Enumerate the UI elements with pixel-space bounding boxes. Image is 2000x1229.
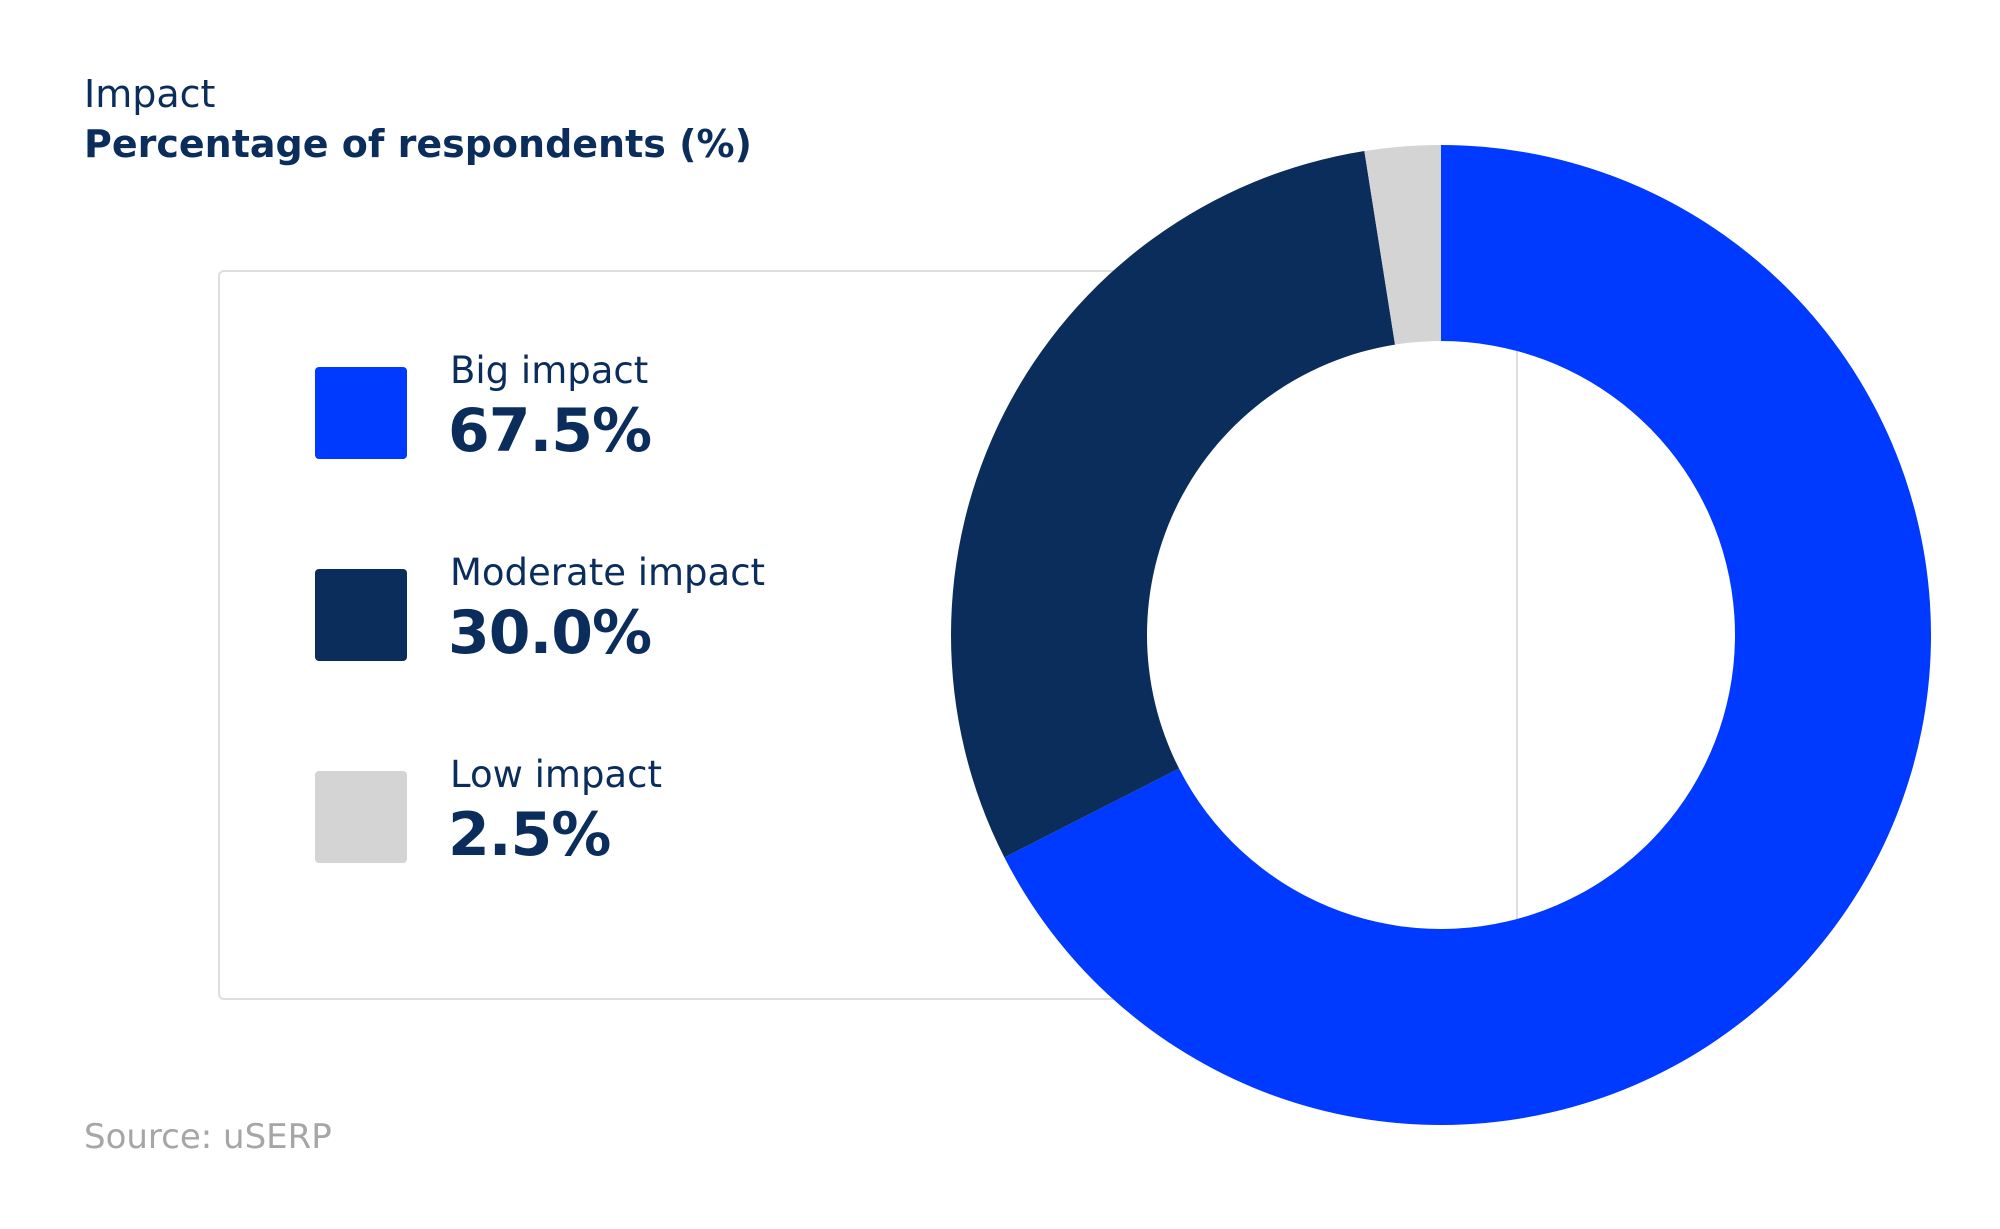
legend-value-low-impact: 2.5% — [448, 800, 611, 870]
legend-box — [218, 270, 1518, 1000]
donut-slice-low-impact — [1364, 145, 1441, 345]
legend-swatch-low-impact — [315, 771, 407, 863]
legend-label-low-impact: Low impact — [450, 753, 662, 796]
donut-slice-moderate-impact — [951, 151, 1396, 858]
legend-label-moderate-impact: Moderate impact — [450, 551, 766, 594]
legend-label-big-impact: Big impact — [450, 349, 649, 392]
legend-swatch-big-impact — [315, 367, 407, 459]
source-note: Source: uSERP — [84, 1117, 332, 1157]
legend-value-moderate-impact: 30.0% — [448, 598, 652, 668]
chart-subtitle: Percentage of respondents (%) — [84, 122, 752, 166]
donut-slice-big-impact — [1004, 145, 1931, 1125]
legend-swatch-moderate-impact — [315, 569, 407, 661]
legend-value-big-impact: 67.5% — [448, 396, 652, 466]
chart-title: Impact — [84, 72, 216, 116]
